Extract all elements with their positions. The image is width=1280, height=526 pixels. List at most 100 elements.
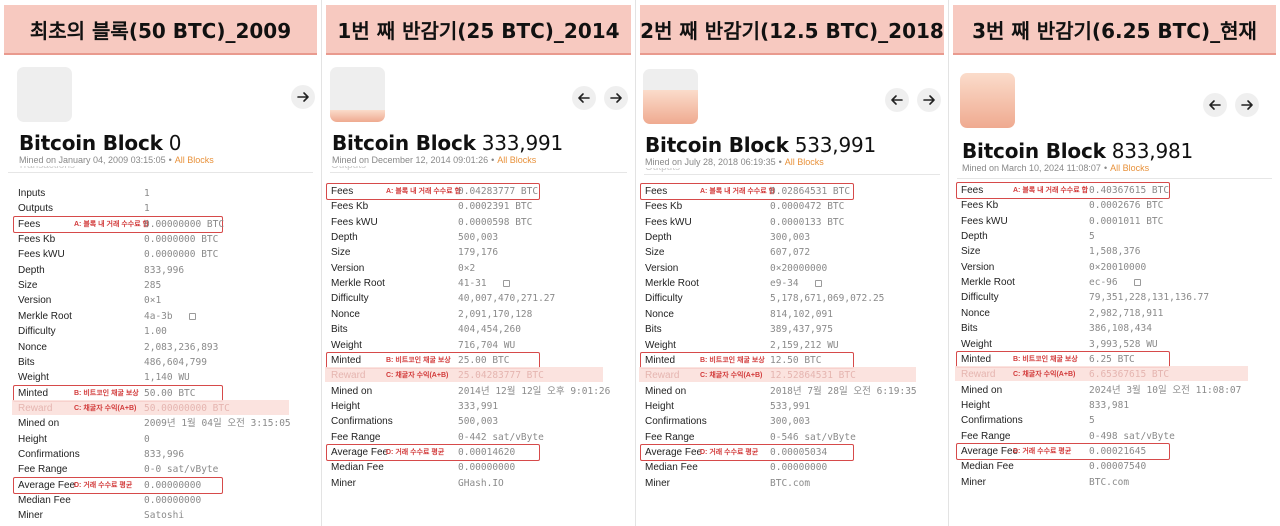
detail-row: Height 533,991 xyxy=(645,399,932,414)
detail-row: Mined on 2009년 1월 04일 오전 3:15:05 xyxy=(18,416,305,431)
detail-label: Nonce xyxy=(645,308,674,320)
detail-row: Reward C: 채굴자 수익(A+B) 50.00000000 BTC xyxy=(18,401,305,416)
detail-value: 0-546 sat/vByte xyxy=(770,431,856,443)
detail-row: Minted B: 비트코인 채굴 보상 6.25 BTC xyxy=(961,352,1264,367)
arrow-left-icon xyxy=(890,93,904,107)
prev-block-button[interactable] xyxy=(1203,93,1227,117)
annotation-tag: A: 블록 내 거래 수수료 합 xyxy=(74,220,150,228)
annotation-tag: A: 블록 내 거래 수수료 합 xyxy=(386,188,462,195)
detail-row: Median Fee 0.00000000 xyxy=(645,460,932,475)
section-divider xyxy=(957,178,1272,179)
detail-row: Fee Range 0-442 sat/vByte xyxy=(331,430,619,445)
highlight-box xyxy=(13,476,223,494)
detail-label: Depth xyxy=(961,231,988,243)
detail-row: Weight 2,159,212 WU xyxy=(645,338,932,353)
detail-label: Difficulty xyxy=(18,326,56,338)
next-block-button[interactable] xyxy=(604,86,628,110)
block-title: Bitcoin Block 333,991 xyxy=(332,131,563,155)
detail-row: Fees kWU 0.0000000 BTC xyxy=(18,247,305,262)
detail-label: Fees xyxy=(18,218,41,230)
detail-value: 5 xyxy=(1089,231,1095,243)
detail-value: BTC.com xyxy=(1089,476,1130,488)
all-blocks-link[interactable]: All Blocks xyxy=(784,157,824,167)
detail-row: Height 833,981 xyxy=(961,398,1264,413)
detail-label: Outputs xyxy=(18,203,54,215)
copy-icon[interactable] xyxy=(189,312,196,320)
detail-value: 833,981 xyxy=(1089,399,1130,411)
all-blocks-link[interactable]: All Blocks xyxy=(1110,163,1150,173)
detail-value: 41-31 xyxy=(458,278,487,290)
annotation-tag: B: 비트코인 채굴 보상 xyxy=(700,356,765,364)
detail-row: Fees A: 블록 내 거래 수수료 합 0.02864531 BTC xyxy=(645,184,932,199)
highlight-box xyxy=(640,183,854,200)
detail-row: Version 0×20010000 xyxy=(961,260,1264,275)
detail-label: Fee Range xyxy=(961,430,1011,442)
detail-value: 3,993,528 WU xyxy=(1089,338,1158,350)
copy-icon[interactable] xyxy=(1134,279,1141,287)
detail-value: 25.00 BTC xyxy=(458,354,510,366)
detail-value: 0-0 sat/vByte xyxy=(144,464,219,476)
detail-label: Merkle Root xyxy=(331,278,385,290)
detail-label: Difficulty xyxy=(645,293,683,305)
detail-row: Confirmations 833,996 xyxy=(18,447,305,462)
all-blocks-link[interactable]: All Blocks xyxy=(174,155,214,165)
prev-block-button[interactable] xyxy=(885,88,909,112)
detail-label: Minted xyxy=(961,353,992,365)
detail-value: Satoshi xyxy=(144,510,185,522)
detail-row: Size 179,176 xyxy=(331,245,619,260)
detail-label: Miner xyxy=(961,476,987,488)
detail-value: 0-498 sat/vByte xyxy=(1089,430,1175,442)
detail-label: Fee Range xyxy=(18,464,68,476)
detail-label: Version xyxy=(331,262,365,274)
annotation-tag: B: 비트코인 채굴 보상 xyxy=(74,389,139,397)
detail-label: Median Fee xyxy=(18,495,71,506)
detail-label: Fees kWU xyxy=(961,215,1008,227)
detail-value: 2009년 1월 04일 오전 3:15:05 xyxy=(144,418,291,430)
detail-label: Average Fee xyxy=(645,446,703,458)
detail-value: 40,007,470,271.27 xyxy=(458,293,556,305)
copy-icon[interactable] xyxy=(815,280,822,288)
detail-row: Fees Kb 0.0002391 BTC xyxy=(331,199,619,214)
detail-row: Depth 300,003 xyxy=(645,230,932,245)
detail-value: 0×20000000 xyxy=(770,262,828,274)
block-title-text: Bitcoin Block xyxy=(645,133,789,157)
detail-label: Nonce xyxy=(331,308,360,320)
next-block-button[interactable] xyxy=(291,85,315,109)
detail-label: Weight xyxy=(18,372,49,384)
detail-value: 2,083,236,893 xyxy=(144,341,219,353)
detail-value: 0.00000000 xyxy=(144,479,202,491)
detail-label: Fees Kb xyxy=(645,201,683,213)
section-divider xyxy=(330,172,627,173)
all-blocks-link[interactable]: All Blocks xyxy=(497,155,537,165)
annotation-tag: C: 채굴자 수익(A+B) xyxy=(386,372,449,380)
detail-value: 285 xyxy=(144,280,162,292)
prev-block-button[interactable] xyxy=(572,86,596,110)
detail-row: Depth 500,003 xyxy=(331,230,619,245)
detail-label: Fees xyxy=(645,186,668,197)
detail-label: Miner xyxy=(18,510,44,522)
next-block-button[interactable] xyxy=(1235,93,1259,117)
copy-icon[interactable] xyxy=(503,280,510,288)
detail-value: 179,176 xyxy=(458,247,499,259)
annotation-tag: D: 거래 수수료 평균 xyxy=(1013,447,1072,455)
detail-value: 0.00014620 xyxy=(458,446,516,458)
detail-row: Bits 404,454,260 xyxy=(331,322,619,337)
detail-row: Merkle Root 41-31 xyxy=(331,276,619,291)
highlight-box xyxy=(326,183,540,200)
next-block-button[interactable] xyxy=(917,88,941,112)
detail-row: Miner BTC.com xyxy=(961,475,1264,490)
detail-row: Weight 716,704 WU xyxy=(331,338,619,353)
block-panel: 최초의 블록(50 BTC)_2009 Bitcoin Block 0 Mined o… xyxy=(0,0,321,526)
detail-value: 2,159,212 WU xyxy=(770,339,839,351)
detail-row: Fee Range 0-546 sat/vByte xyxy=(645,430,932,445)
detail-value: 0×20010000 xyxy=(1089,261,1147,273)
detail-value: 0.00000000 BTC xyxy=(144,218,225,230)
detail-label: Merkle Root xyxy=(645,278,699,290)
detail-row: Nonce 2,982,718,911 xyxy=(961,306,1264,321)
detail-label: Bits xyxy=(331,324,348,336)
detail-row: Difficulty 1.00 xyxy=(18,324,305,339)
detail-label: Mined on xyxy=(18,418,60,430)
detail-label: Reward xyxy=(645,370,680,382)
detail-row: Confirmations 300,003 xyxy=(645,414,932,429)
detail-row: Fee Range 0-498 sat/vByte xyxy=(961,429,1264,444)
